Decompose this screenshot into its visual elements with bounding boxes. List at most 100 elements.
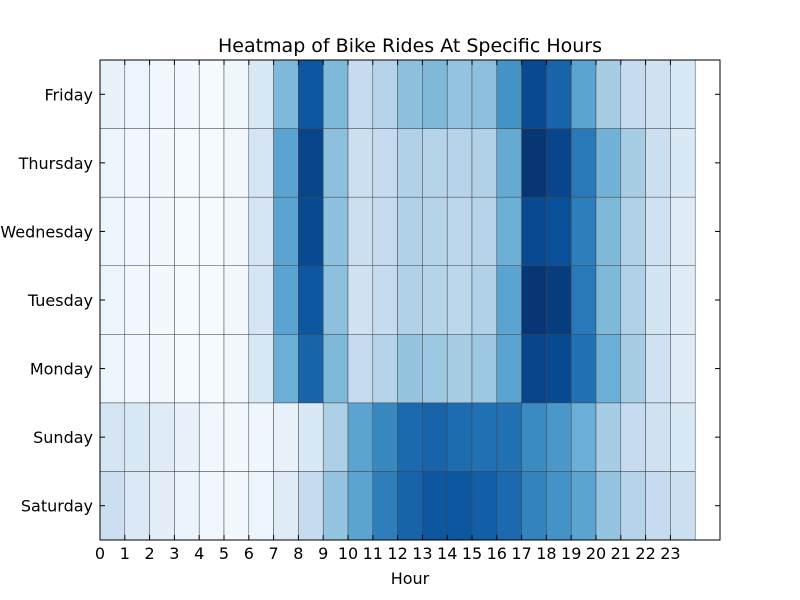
- heatmap-cell: [198, 265, 225, 335]
- heatmap-cell: [124, 334, 150, 404]
- heatmap-cell: [521, 265, 547, 335]
- heatmap-cell: [471, 471, 498, 541]
- x-tick-label: 17: [511, 544, 531, 563]
- heatmap-cell: [570, 471, 597, 541]
- heatmap-cell: [198, 334, 225, 404]
- heatmap-cell: [670, 128, 696, 198]
- heatmap-cell: [322, 334, 349, 404]
- heatmap-cell: [471, 402, 498, 472]
- heatmap-cell: [546, 334, 572, 404]
- heatmap-cell: [570, 196, 597, 266]
- heatmap-cell: [595, 128, 622, 198]
- x-tick-label: 3: [169, 544, 179, 563]
- heatmap-cell: [521, 128, 547, 198]
- x-tick-label: 6: [244, 544, 254, 563]
- heatmap-cell: [546, 265, 572, 335]
- heatmap-cell: [248, 59, 274, 129]
- heatmap-cell: [248, 265, 274, 335]
- heatmap-cell: [546, 128, 572, 198]
- heatmap-cell: [645, 402, 671, 472]
- heatmap-cell: [645, 265, 671, 335]
- x-tick-label: 12: [387, 544, 407, 563]
- heatmap-cell: [248, 196, 274, 266]
- heatmap-cell: [273, 402, 299, 472]
- x-tick-label: 10: [338, 544, 358, 563]
- heatmap-cell: [446, 265, 473, 335]
- heatmap-cell: [620, 128, 646, 198]
- y-tick-label: Monday: [30, 360, 93, 379]
- heatmap-cell: [446, 471, 473, 541]
- heatmap-cell: [397, 128, 423, 198]
- y-tick-label: Friday: [45, 85, 94, 104]
- y-tick-label: Tuesday: [27, 291, 93, 310]
- heatmap-cell: [620, 196, 646, 266]
- heatmap-cell: [620, 334, 646, 404]
- x-tick-label: 0: [95, 544, 105, 563]
- heatmap-cell: [298, 402, 324, 472]
- heatmap-cell: [645, 334, 671, 404]
- heatmap-cell: [223, 196, 250, 266]
- heatmap-cell: [372, 128, 398, 198]
- x-axis-label: Hour: [391, 569, 430, 588]
- heatmap-cell: [471, 334, 498, 404]
- heatmap-cell: [496, 471, 522, 541]
- heatmap-cell: [422, 402, 448, 472]
- heatmap-cell: [198, 59, 225, 129]
- heatmap-cell: [248, 334, 274, 404]
- x-tick-label: 16: [487, 544, 507, 563]
- heatmap-cell: [496, 59, 522, 129]
- heatmap-cell: [471, 265, 498, 335]
- x-tick-label: 8: [293, 544, 303, 563]
- heatmap-cell: [670, 59, 696, 129]
- heatmap-cell: [570, 128, 597, 198]
- heatmap-cell: [645, 196, 671, 266]
- heatmap-cell: [149, 128, 175, 198]
- y-tick-label: Wednesday: [0, 222, 93, 241]
- heatmap-cell: [372, 265, 398, 335]
- heatmap-cell: [174, 196, 200, 266]
- heatmap-cell: [174, 402, 200, 472]
- x-tick-label: 5: [219, 544, 229, 563]
- heatmap-cell: [670, 471, 696, 541]
- heatmap-cell: [223, 334, 250, 404]
- heatmap-cell: [347, 128, 374, 198]
- heatmap-cell: [595, 265, 622, 335]
- heatmap-cell: [347, 402, 374, 472]
- chart-title: Heatmap of Bike Rides At Specific Hours: [218, 35, 602, 57]
- heatmap-cell: [397, 265, 423, 335]
- heatmap-cell: [124, 265, 150, 335]
- x-axis-ticks: 0 1 2 3 4 5 6 7 8 9 10 11 12 13 14 15 16 17 18 19 20 21 22 23: [95, 60, 681, 563]
- heatmap-cells: [99, 59, 696, 541]
- heatmap-cell: [521, 334, 547, 404]
- heatmap-cell: [298, 265, 324, 335]
- heatmap-cell: [645, 128, 671, 198]
- x-tick-label: 1: [120, 544, 130, 563]
- heatmap-cell: [422, 334, 448, 404]
- heatmap-cell: [322, 128, 349, 198]
- heatmap-cell: [471, 128, 498, 198]
- heatmap-cell: [496, 196, 522, 266]
- x-tick-label: 20: [586, 544, 606, 563]
- heatmap-cell: [372, 196, 398, 266]
- x-tick-label: 2: [145, 544, 155, 563]
- heatmap-cell: [223, 402, 250, 472]
- heatmap-cell: [124, 196, 150, 266]
- heatmap-cell: [546, 196, 572, 266]
- heatmap-cell: [273, 471, 299, 541]
- heatmap-cell: [149, 265, 175, 335]
- heatmap-cell: [620, 265, 646, 335]
- heatmap-cell: [322, 59, 349, 129]
- heatmap-cell: [198, 471, 225, 541]
- heatmap-cell: [595, 471, 622, 541]
- heatmap-cell: [174, 471, 200, 541]
- heatmap-cell: [670, 334, 696, 404]
- heatmap-cell: [645, 471, 671, 541]
- heatmap-cell: [620, 471, 646, 541]
- heatmap-cell: [446, 128, 473, 198]
- heatmap-cell: [521, 59, 547, 129]
- heatmap-cell: [248, 471, 274, 541]
- heatmap-cell: [546, 402, 572, 472]
- x-tick-label: 14: [437, 544, 457, 563]
- heatmap-cell: [570, 334, 597, 404]
